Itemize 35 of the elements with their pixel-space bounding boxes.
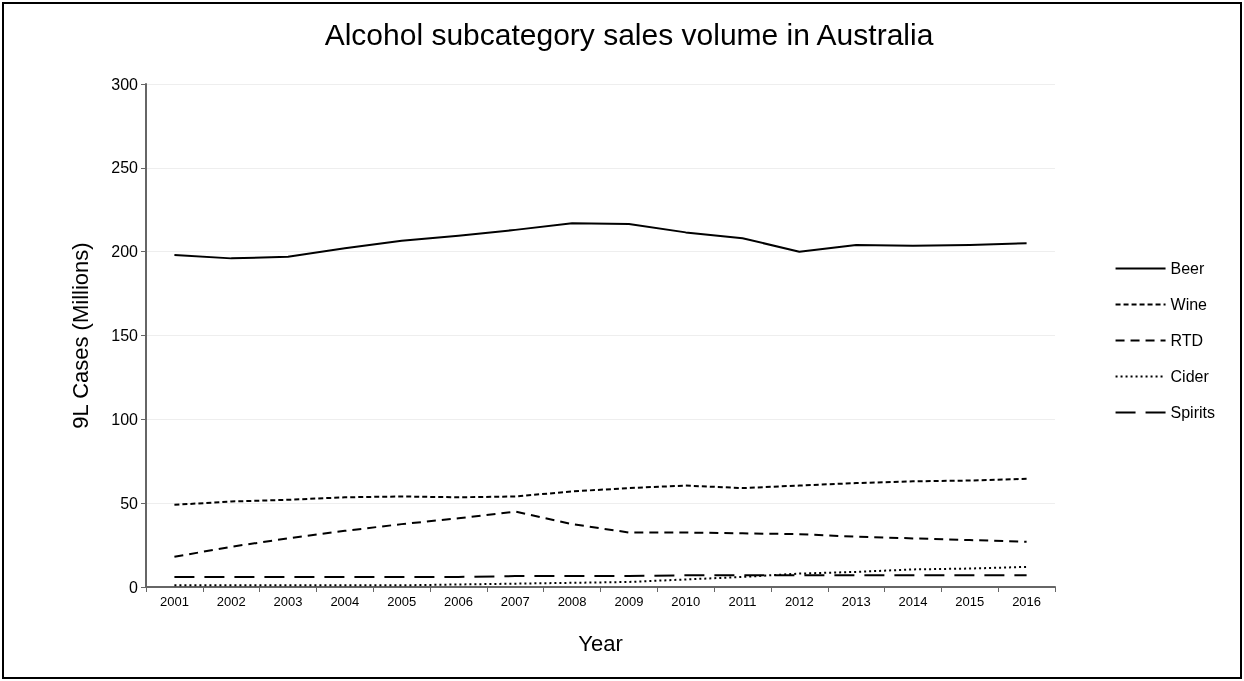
x-tick-label: 2006	[444, 594, 473, 609]
x-tick-label: 2005	[387, 594, 417, 609]
line-series	[173, 510, 1028, 558]
legend-label: Cider	[1170, 368, 1210, 385]
x-tick-label: 2014	[898, 594, 928, 609]
x-axis-title: Year	[578, 630, 623, 656]
chart-title: Alcohol subcategory sales volume in Australia	[324, 17, 934, 51]
y-tick-label: 200	[111, 243, 139, 261]
x-tick-label: 2002	[216, 594, 246, 609]
y-tick-label: 0	[129, 578, 139, 596]
x-tick-label: 2011	[728, 594, 757, 609]
x-tick-label: 2012	[784, 594, 814, 609]
y-tick-label: 250	[111, 159, 139, 177]
x-tick-label: 2015	[955, 594, 985, 609]
y-axis-title: 9L Cases (Millions)	[67, 242, 93, 429]
line-series	[173, 565, 1028, 587]
x-tick-label: 2004	[330, 594, 360, 609]
x-tick-label: 2001	[159, 594, 189, 609]
legend-label: RTD	[1170, 332, 1204, 349]
y-tick-label: 50	[120, 494, 139, 512]
x-tick-label: 2010	[671, 594, 701, 609]
line-series	[173, 222, 1028, 260]
line-series	[173, 477, 1028, 506]
x-tick-label: 2003	[273, 594, 303, 609]
legend-label: Spirits	[1170, 404, 1215, 421]
y-tick-label: 300	[111, 75, 139, 93]
x-tick-label: 2013	[841, 594, 871, 609]
x-tick-label: 2009	[614, 594, 644, 609]
legend-label: Beer	[1170, 260, 1206, 277]
y-tick-label: 150	[111, 327, 139, 344]
x-tick-label: 2016	[1012, 594, 1042, 609]
x-tick-label: 2007	[500, 594, 530, 609]
legend-label: Wine	[1170, 296, 1208, 313]
y-tick-label: 100	[111, 410, 139, 428]
x-tick-label: 2008	[557, 594, 587, 609]
